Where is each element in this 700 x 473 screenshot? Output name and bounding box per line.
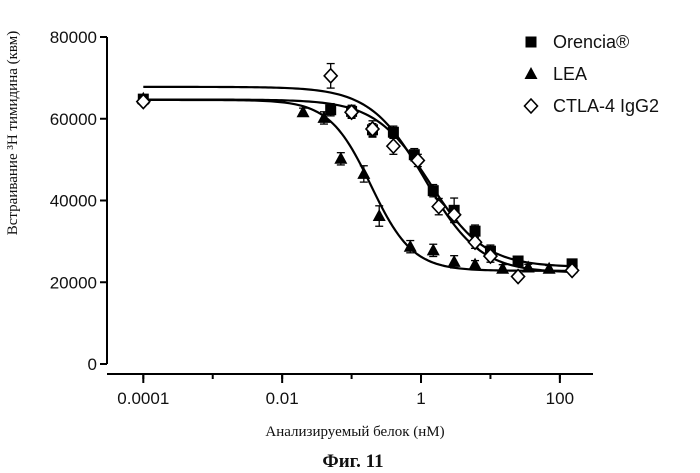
data-point-diamond — [387, 139, 400, 153]
legend: Orencia® LEA CTLA-4 IgG2 — [525, 32, 660, 116]
data-point-diamond — [324, 69, 337, 83]
fit-curves — [143, 87, 577, 272]
legend-marker-triangle — [525, 67, 538, 79]
figure-caption: Фиг. 11 — [322, 451, 383, 472]
data-point-square — [325, 104, 336, 115]
axes: 0 20000 40000 60000 80000 0.0001 0.01 1 100 — [50, 28, 593, 408]
data-point-square — [428, 185, 439, 196]
x-axis-title: Анализируемый белок (нМ) — [265, 424, 444, 440]
legend-label: CTLA-4 IgG2 — [553, 96, 659, 116]
data-point-square — [388, 127, 399, 138]
data-point-triangle — [334, 152, 347, 164]
data-point-triangle — [427, 243, 440, 255]
legend-marker-square — [526, 37, 537, 48]
y-tick-label: 40000 — [50, 192, 97, 211]
legend-label: LEA — [553, 64, 587, 84]
y-tick-label: 80000 — [50, 28, 97, 47]
data-point-triangle — [469, 258, 482, 270]
fit-curve-triangle — [143, 100, 577, 271]
y-axis-title: Встраивание ³H тимидина (квм) — [5, 31, 21, 235]
x-tick-label: 0.01 — [266, 389, 299, 408]
legend-marker-diamond — [525, 99, 538, 113]
fit-curve-square — [143, 100, 577, 267]
error-bars — [139, 64, 576, 280]
x-tick-label: 1 — [416, 389, 425, 408]
x-tick-label: 0.0001 — [117, 389, 169, 408]
y-tick-label: 20000 — [50, 273, 97, 292]
data-point-triangle — [448, 255, 461, 267]
fit-curve-diamond — [143, 87, 577, 272]
data-point-square — [513, 255, 524, 266]
legend-label: Orencia® — [553, 32, 629, 52]
x-tick-label: 100 — [546, 389, 574, 408]
data-point-triangle — [404, 240, 417, 252]
y-tick-label: 60000 — [50, 110, 97, 129]
y-tick-label: 0 — [88, 355, 97, 374]
data-point-triangle — [357, 167, 370, 179]
